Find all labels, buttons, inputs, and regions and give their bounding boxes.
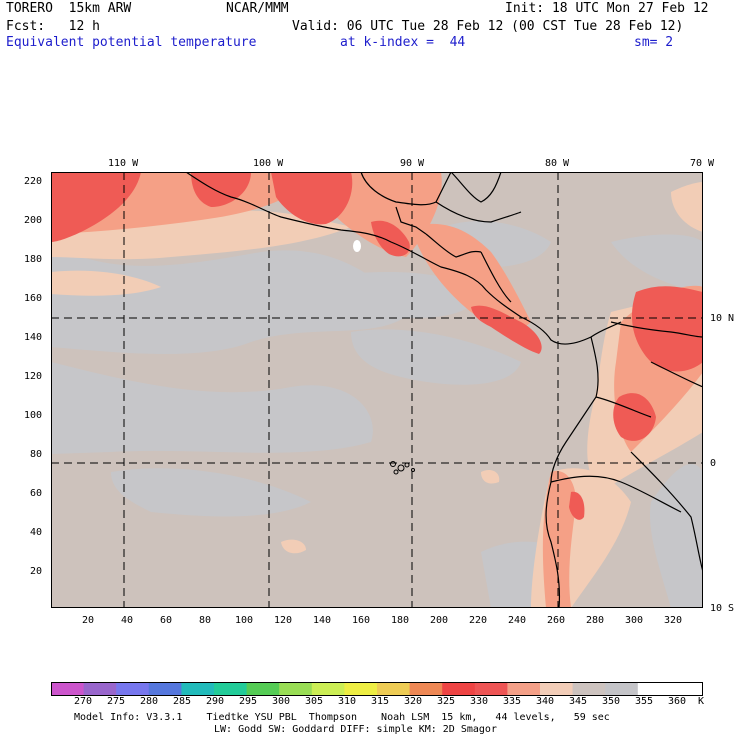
x-tick-label: 160 [352, 615, 371, 626]
colorbar-label: 270 [74, 696, 93, 707]
colorbar-cell [148, 682, 182, 696]
y-tick-label: 140 [24, 332, 43, 343]
level-label: at k-index = 44 [340, 35, 466, 50]
warm-region [51, 172, 703, 520]
lat-label: 0 [710, 458, 717, 469]
y-tick-label: 120 [24, 371, 43, 382]
x-tick-label: 220 [469, 615, 488, 626]
x-tick-label: 200 [430, 615, 449, 626]
colorbar-label: 335 [503, 696, 522, 707]
colorbar-cell [507, 682, 541, 696]
x-tick-label: 80 [199, 615, 212, 626]
theta-e-map [51, 172, 703, 608]
colorbar-unit: K [698, 696, 705, 707]
white-spot [353, 240, 361, 252]
colorbar-cell [540, 682, 574, 696]
field-name: Equivalent potential temperature [6, 35, 257, 50]
colorbar-cell [181, 682, 215, 696]
colorbar-cell [637, 682, 671, 696]
valid-time: Valid: 06 UTC Tue 28 Feb 12 (00 CST Tue … [292, 19, 684, 34]
colorbar-cell [246, 682, 280, 696]
coastlines [185, 172, 703, 608]
y-tick-label: 200 [24, 215, 43, 226]
x-tick-label: 140 [313, 615, 332, 626]
colorbar-label: 315 [371, 696, 390, 707]
x-tick-label: 60 [160, 615, 173, 626]
lon-label: 70 W [690, 158, 715, 169]
x-tick-label: 100 [235, 615, 254, 626]
lat-label: 10 N [710, 313, 735, 324]
colorbar-label: 305 [305, 696, 324, 707]
colorbar-cell [605, 682, 639, 696]
x-tick-label: 300 [625, 615, 644, 626]
y-tick-label: 40 [30, 527, 43, 538]
colorbar-label: 355 [635, 696, 654, 707]
x-tick-label: 20 [82, 615, 95, 626]
x-tick-label: 40 [121, 615, 134, 626]
colorbar-cell [116, 682, 150, 696]
colorbar-label: 295 [239, 696, 258, 707]
colorbar-cell [474, 682, 508, 696]
galapagos-islands [390, 461, 415, 475]
colorbar-label: 325 [437, 696, 456, 707]
y-tick-label: 60 [30, 488, 43, 499]
colorbar-label: 310 [338, 696, 357, 707]
colorbar-cell [409, 682, 443, 696]
y-tick-label: 100 [24, 410, 43, 421]
colorbar-label: 345 [569, 696, 588, 707]
x-tick-label: 280 [586, 615, 605, 626]
y-tick-label: 20 [30, 566, 43, 577]
colorbar-cell [344, 682, 378, 696]
colorbar-cell [51, 682, 85, 696]
colorbar-cell [442, 682, 476, 696]
lon-label: 80 W [545, 158, 570, 169]
colorbar-cell [377, 682, 411, 696]
colorbar-cell [572, 682, 606, 696]
init-time: Init: 18 UTC Mon 27 Feb 12 [505, 1, 709, 16]
x-tick-label: 260 [547, 615, 566, 626]
x-tick-label: 180 [391, 615, 410, 626]
y-tick-label: 160 [24, 293, 43, 304]
colorbar-cell [311, 682, 345, 696]
lon-label: 110 W [108, 158, 139, 169]
x-tick-label: 120 [274, 615, 293, 626]
smoothing-label: sm= 2 [634, 35, 674, 50]
colorbar-cell [214, 682, 248, 696]
lat-label: 10 S [710, 603, 735, 614]
model-info: Model Info: V3.3.1 Tiedtke YSU PBL Thomp… [74, 712, 610, 723]
colorbar-label: 290 [206, 696, 225, 707]
map-frame [51, 172, 703, 608]
forecast-hour: Fcst: 12 h [6, 19, 100, 34]
colorbar [51, 682, 703, 696]
center-label: NCAR/MMM [226, 1, 289, 16]
colorbar-label: 285 [173, 696, 192, 707]
x-tick-label: 320 [664, 615, 683, 626]
y-tick-label: 80 [30, 449, 43, 460]
colorbar-label: 300 [272, 696, 291, 707]
colorbar-label: 360 [668, 696, 687, 707]
colorbar-label: 330 [470, 696, 489, 707]
colorbar-label: 275 [107, 696, 126, 707]
colorbar-cell [83, 682, 117, 696]
colorbar-label: 340 [536, 696, 555, 707]
x-tick-label: 240 [508, 615, 527, 626]
model-title: TORERO 15km ARW [6, 1, 132, 16]
colorbar-label: 350 [602, 696, 621, 707]
lon-label: 100 W [253, 158, 284, 169]
colorbar-label: 280 [140, 696, 159, 707]
lon-label: 90 W [400, 158, 425, 169]
graticule [51, 172, 703, 608]
physics-info: LW: Godd SW: Goddard DIFF: simple KM: 2D… [214, 724, 497, 735]
colorbar-label: 320 [404, 696, 423, 707]
y-tick-label: 220 [24, 176, 43, 187]
y-tick-label: 180 [24, 254, 43, 265]
colorbar-cell [279, 682, 313, 696]
